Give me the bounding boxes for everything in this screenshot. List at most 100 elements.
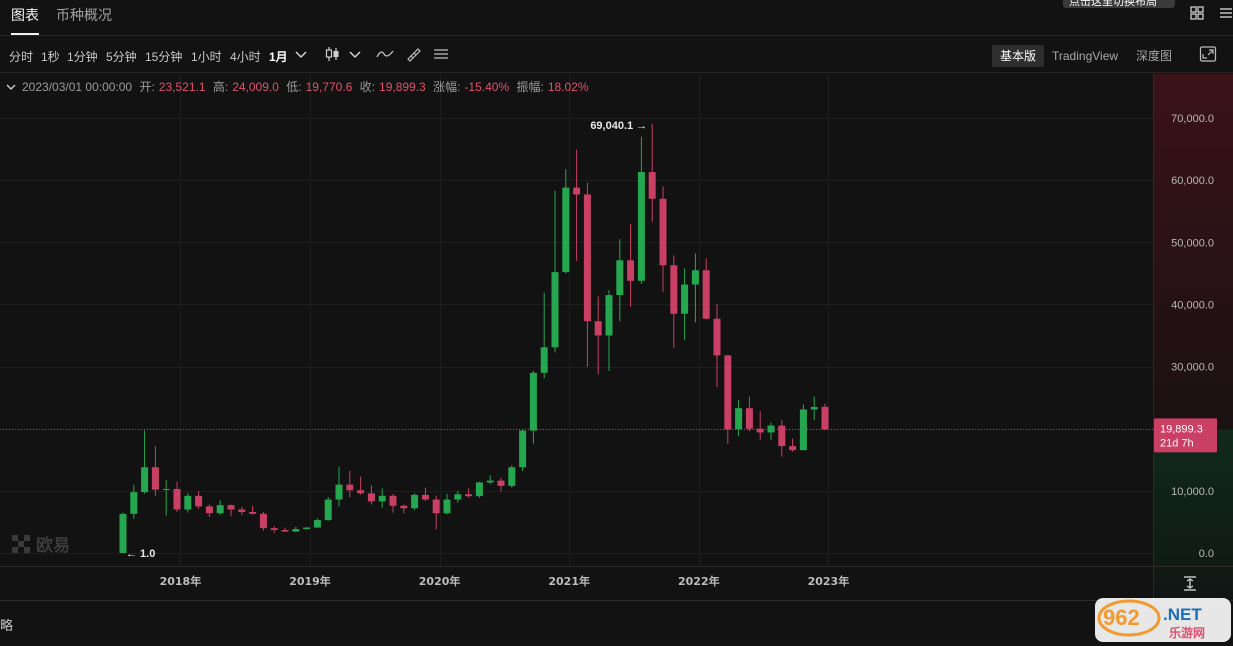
candle — [367, 485, 375, 505]
candle — [216, 500, 224, 516]
candle — [205, 504, 213, 517]
candles — [119, 123, 829, 553]
candle-body — [119, 513, 127, 553]
candle-body — [605, 295, 613, 336]
candle-body — [799, 409, 807, 451]
candle — [184, 492, 192, 513]
candle-body — [205, 506, 213, 514]
open-value: 23,521.1 — [158, 80, 206, 94]
candle — [637, 136, 645, 284]
candle — [378, 488, 386, 508]
timeframe-1h[interactable]: 1小时 — [191, 50, 222, 64]
change-value: -15.40% — [464, 80, 510, 94]
candle — [799, 404, 807, 451]
candle-body — [249, 511, 257, 514]
timeframe-4h[interactable]: 4小时 — [230, 50, 261, 64]
collapse-chevron-icon[interactable] — [6, 83, 16, 91]
candle — [281, 527, 289, 532]
candle — [270, 526, 278, 534]
timeframe-5m[interactable]: 5分钟 — [106, 50, 137, 64]
candle-body — [292, 529, 300, 532]
ohlc-info-bar: 2023/03/01 00:00:00 开: 23,521.1 高: 24,009.… — [0, 74, 1150, 100]
candle — [303, 527, 311, 530]
x-tick-label: 2023年 — [808, 574, 850, 588]
candle-body — [346, 484, 354, 491]
x-tick-label: 2022年 — [678, 574, 720, 588]
candle-body — [745, 408, 753, 429]
indicator-icon[interactable] — [376, 46, 394, 62]
mode-depth-chart[interactable]: 深度图 — [1136, 49, 1173, 63]
candle — [141, 430, 149, 494]
candle — [400, 504, 408, 514]
grid-layout-icon[interactable] — [1190, 6, 1204, 20]
top-tab-bar: 图表 币种概况 点击这里切换布局 — [0, 0, 1233, 36]
candle — [616, 239, 624, 322]
candle-body — [562, 187, 570, 273]
chart-toolbar: 分时 1秒 1分钟 5分钟 15分钟 1小时 4小时 1月 基本版 Tradin… — [0, 37, 1233, 73]
candlestick-icon[interactable] — [324, 46, 342, 62]
candle-body — [335, 484, 343, 500]
timeframe-1m[interactable]: 1分钟 — [67, 50, 98, 64]
candle — [756, 411, 764, 440]
candle-body — [421, 494, 429, 500]
candle — [432, 495, 440, 530]
fullscreen-icon[interactable] — [1199, 46, 1217, 62]
candle — [475, 481, 483, 498]
candle — [810, 396, 818, 421]
candle — [486, 475, 494, 485]
okx-watermark: 欧易 — [12, 535, 70, 555]
tab-coin-overview[interactable]: 币种概况 — [56, 7, 112, 23]
scale-handle-arrow — [1186, 578, 1194, 582]
candle — [573, 149, 581, 261]
candle — [227, 504, 235, 517]
candle-body — [486, 480, 494, 483]
chevron-down-icon[interactable] — [292, 46, 310, 62]
site-watermark-logo: 962 .NET 乐游网 — [1095, 598, 1231, 642]
open-label: 开: — [139, 80, 155, 94]
bottom-panel-label: 略 — [0, 618, 14, 633]
mode-tradingview[interactable]: TradingView — [1052, 49, 1119, 63]
last-price-badge — [1154, 418, 1217, 453]
candle — [324, 497, 332, 521]
chevron-down-icon[interactable] — [346, 46, 364, 62]
tab-chart[interactable]: 图表 — [11, 7, 39, 23]
timeframe-1s[interactable]: 1秒 — [41, 50, 60, 64]
close-label: 收: — [359, 80, 376, 94]
candle — [151, 446, 159, 496]
candle-body — [616, 260, 624, 296]
y-tick-label: 0.0 — [1199, 548, 1214, 560]
candle-body — [821, 406, 829, 430]
chart-annotations: 69,040.1 → ← 1.0 — [0, 120, 1153, 560]
candle — [583, 182, 591, 367]
candle-body — [637, 172, 645, 281]
x-tick-label: 2019年 — [289, 574, 331, 588]
okx-logo-icon — [12, 535, 30, 553]
timeframe-1mo[interactable]: 1月 — [269, 50, 288, 64]
menu-icon[interactable] — [1219, 6, 1233, 20]
candle — [627, 224, 635, 307]
candle-body — [378, 495, 386, 502]
candle — [313, 518, 321, 528]
candle-body — [411, 494, 419, 509]
candle-body — [184, 495, 192, 510]
site-logo-net: .NET — [1163, 605, 1202, 624]
timeframe-15m[interactable]: 15分钟 — [145, 50, 183, 64]
candle — [508, 465, 516, 488]
candle-body — [735, 408, 743, 430]
price-chart[interactable]: 欧易 70,000.0 60,000.0 50,000.0 40,000.0 30,00… — [0, 74, 1233, 600]
candle-body — [648, 172, 656, 199]
drawing-tool-icon[interactable] — [405, 46, 423, 62]
y-tick-label: 50,000.0 — [1171, 237, 1214, 249]
candle — [778, 420, 786, 457]
settings-list-icon[interactable] — [433, 46, 451, 62]
candle-body — [508, 467, 516, 486]
scale-handle-icon — [1184, 576, 1196, 591]
timeframe-tick[interactable]: 分时 — [9, 50, 34, 64]
candle-body — [551, 272, 559, 348]
candle-body — [789, 446, 797, 451]
candle-body — [281, 530, 289, 532]
candle — [389, 493, 397, 513]
mode-basic[interactable]: 基本版 — [992, 45, 1045, 67]
close-value: 19,899.3 — [379, 80, 426, 94]
candle-body — [432, 499, 440, 514]
